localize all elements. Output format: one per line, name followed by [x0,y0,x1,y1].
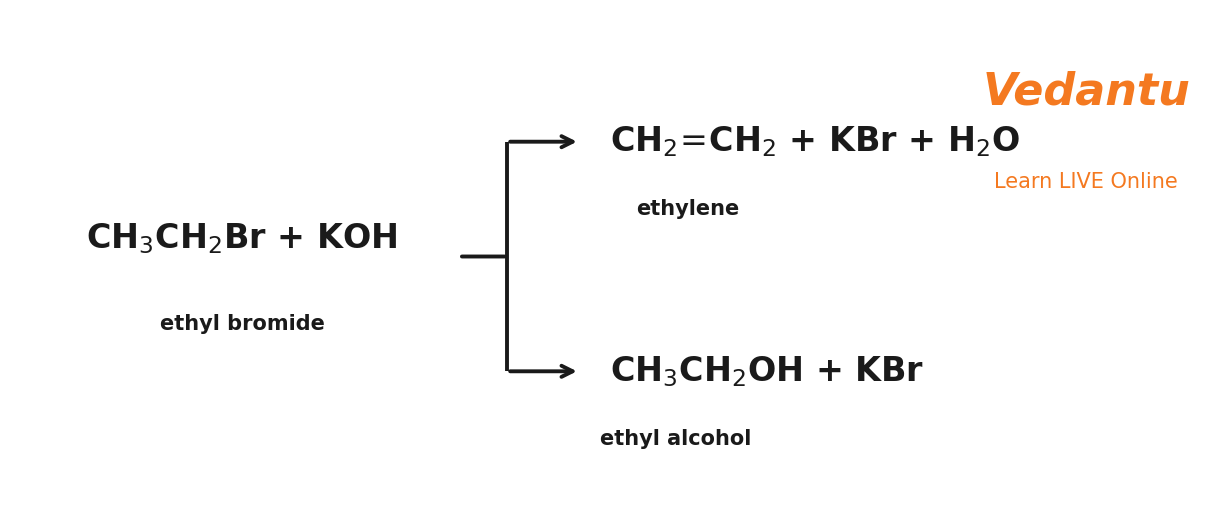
Text: CH$_3$CH$_2$Br + KOH: CH$_3$CH$_2$Br + KOH [87,222,398,256]
Text: ethyl alcohol: ethyl alcohol [601,429,752,449]
Text: CH$_3$CH$_2$OH + KBr: CH$_3$CH$_2$OH + KBr [610,354,924,389]
Text: ethylene: ethylene [636,199,739,219]
Text: Learn LIVE Online: Learn LIVE Online [994,172,1177,192]
Text: ethyl bromide: ethyl bromide [159,314,324,334]
Text: Vedantu: Vedantu [983,70,1190,113]
Text: CH$_2\!=\!$CH$_2$ + KBr + H$_2$O: CH$_2\!=\!$CH$_2$ + KBr + H$_2$O [610,124,1020,159]
